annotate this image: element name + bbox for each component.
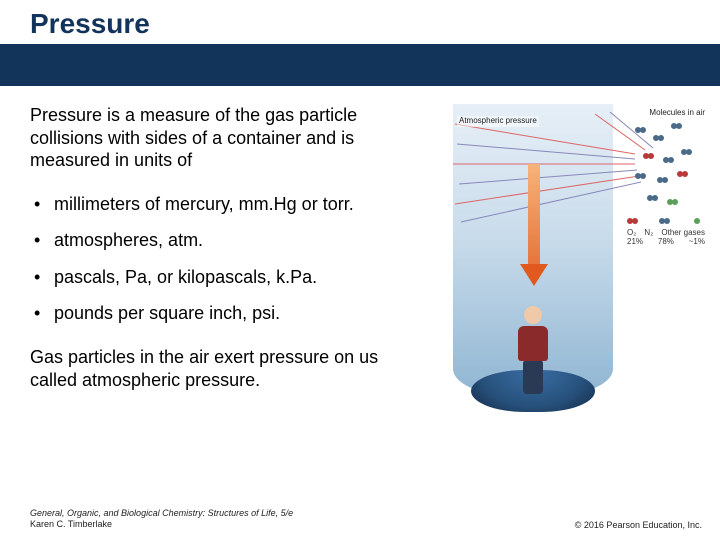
- list-item: atmospheres, atm.: [30, 222, 425, 259]
- list-item: pounds per square inch, psi.: [30, 295, 425, 332]
- air-molecule-icon: [635, 172, 647, 180]
- list-item: millimeters of mercury, mm.Hg or torr.: [30, 186, 425, 223]
- intro-text: Pressure is a measure of the gas particl…: [30, 104, 425, 172]
- legend-label: N₂: [644, 228, 653, 237]
- legend-labels-row: O₂ N₂ Other gases: [627, 228, 705, 237]
- molecules-label: Molecules in air: [649, 108, 705, 117]
- air-molecule-icon: [647, 194, 659, 202]
- copyright-text: © 2016 Pearson Education, Inc.: [575, 520, 702, 530]
- unit-list: millimeters of mercury, mm.Hg or torr. a…: [30, 186, 425, 332]
- header-band: [0, 44, 720, 86]
- atmospheric-pressure-label: Atmospheric pressure: [457, 116, 539, 127]
- person-figure: [513, 306, 553, 394]
- book-title: General, Organic, and Biological Chemist…: [30, 508, 293, 519]
- air-molecule-icon: [643, 152, 655, 160]
- atmospheric-pressure-diagram: Atmospheric pressure Molecules in air: [435, 104, 705, 414]
- legend-molecules-row: [627, 216, 705, 226]
- air-molecule-icon: [635, 126, 647, 134]
- legend-percent: 78%: [658, 237, 674, 246]
- list-item: pascals, Pa, or kilopascals, k.Pa.: [30, 259, 425, 296]
- legend-label: O₂: [627, 228, 636, 237]
- legend-label: Other gases: [661, 228, 705, 237]
- legend-other-icon: [691, 216, 705, 226]
- air-molecule-icon: [671, 122, 683, 130]
- air-molecule-icon: [667, 198, 679, 206]
- air-molecule-icon: [677, 170, 689, 178]
- content-area: Pressure is a measure of the gas particl…: [0, 86, 720, 414]
- gas-legend: O₂ N₂ Other gases 21% 78% ~1%: [627, 216, 705, 246]
- slide-title: Pressure: [30, 8, 720, 40]
- image-column: Atmospheric pressure Molecules in air: [425, 104, 705, 414]
- legend-percent: 21%: [627, 237, 643, 246]
- text-column: Pressure is a measure of the gas particl…: [30, 104, 425, 414]
- pressure-arrow-icon: [525, 164, 543, 284]
- legend-n2-icon: [659, 216, 673, 226]
- air-molecule-icon: [681, 148, 693, 156]
- air-molecule-icon: [657, 176, 669, 184]
- closing-text: Gas particles in the air exert pressure …: [30, 346, 425, 393]
- air-molecule-icon: [663, 156, 675, 164]
- air-molecule-icon: [653, 134, 665, 142]
- legend-o2-icon: [627, 216, 641, 226]
- slide-footer: General, Organic, and Biological Chemist…: [30, 508, 702, 530]
- title-bar: Pressure: [0, 0, 720, 44]
- author-name: Karen C. Timberlake: [30, 519, 293, 530]
- legend-percent-row: 21% 78% ~1%: [627, 237, 705, 246]
- legend-percent: ~1%: [689, 237, 705, 246]
- footer-citation: General, Organic, and Biological Chemist…: [30, 508, 293, 530]
